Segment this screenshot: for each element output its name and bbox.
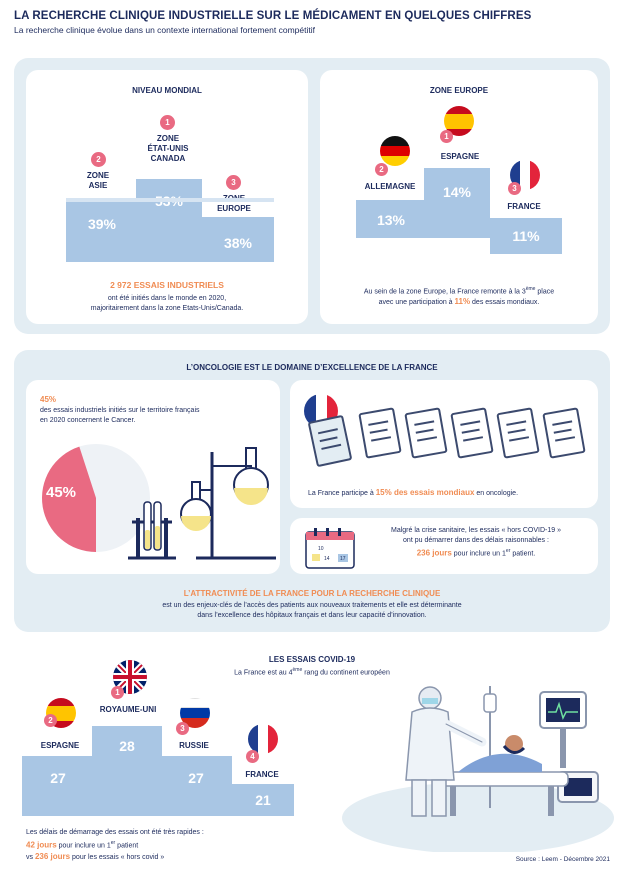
zone-label-europe: ZONE EUROPE [217,194,251,213]
zone-label-france: FRANCE [507,202,541,211]
france-flag-icon [248,724,278,754]
covid-subtitle: La France est au 4ème rang du continent … [234,667,390,677]
pie-value-label: 45% [46,484,77,501]
attractiveness-caption: est un des enjeux-clés de l’accès des pa… [162,602,462,619]
calendar-day: 10 [318,546,324,552]
pie-slice-cancer [41,446,96,552]
document-icon [358,407,402,459]
rank-badge-2: 2 [91,152,106,167]
zone-label-spain: ESPAGNE [440,152,480,161]
zone-label-usa: ZONE ÉTAT-UNIS CANADA [147,134,189,163]
podium-germany: 13% [356,200,426,238]
podium-russia: 27 [160,756,232,816]
europe-card: ZONE EUROPE 1 ESPAGNE 2 ALLEMAGNE 3 FRAN… [320,70,598,324]
podium-spain: 14% [424,168,490,238]
covid-title: LES ESSAIS COVID-19 [268,655,356,664]
covid-delay-text: Malgré la crise sanitaire, les essais « … [390,527,561,558]
zone-label-asia: ZONE ASIE [86,171,110,190]
page-title: LA RECHERCHE CLINIQUE INDUSTRIELLE SUR L… [14,10,532,22]
document-icon [496,407,540,459]
europe-title: ZONE EUROPE [429,86,489,95]
calendar-day: 14 [324,556,330,562]
podium-france: 21 [232,784,294,816]
rank-badge-4: 4 [246,750,259,763]
world-caption: ont été initiés dans le monde en 2020, m… [90,295,244,312]
covid-delay-card: 10 14 17 Malgré la crise sanitaire, les … [290,518,598,574]
europe-caption: Au sein de la zone Europe, la France rem… [363,286,555,307]
participation-text: La France participe à 15% des essais mon… [308,488,519,497]
podium-spain: 27 [22,756,94,816]
oncology-title: L’ONCOLOGIE EST LE DOMAINE D’EXCELLENCE … [186,363,438,372]
document-icon [404,407,448,459]
page-subtitle: La recherche clinique évolue dans un con… [14,25,315,35]
zone-label-germany: ALLEMAGNE [364,182,416,191]
rank-badge-3: 3 [508,182,521,195]
rank-badge-2: 2 [44,714,57,727]
covid-delays-text: Les délais de démarrage des essais ont é… [26,829,204,862]
oncology-pct-label: 45% [40,395,57,404]
document-icon [542,407,586,459]
france-flag-icon [304,394,338,428]
rank-badge-3: 3 [226,175,241,190]
country-label-uk: ROYAUME-UNI [99,705,157,714]
country-label-russia: RUSSIE [179,741,209,750]
oncology-left-card: 45% des essais industriels initiés sur l… [26,380,280,574]
podium-france: 11% [490,218,562,254]
calendar-icon: 10 14 17 [305,528,355,569]
france-flag-icon [510,160,540,190]
rank-badge-1: 1 [440,130,453,143]
world-highlight: 2 972 ESSAIS INDUSTRIELS [110,280,224,290]
oncology-desc: des essais industriels initiés sur le te… [40,407,200,424]
world-card: NIVEAU MONDIAL 1 ZONE ÉTAT-UNIS CANADA 2… [26,70,308,324]
rank-badge-1: 1 [160,115,175,130]
document-icon [450,407,494,459]
rank-badge-2: 2 [375,163,388,176]
rank-badge-1: 1 [111,686,124,699]
country-label-spain: ESPAGNE [40,741,80,750]
podium-usa: 53% [136,179,202,262]
source-note: Source : Leem - Décembre 2021 [515,856,610,863]
country-label-france: FRANCE [245,770,279,779]
oncology-pie-chart [41,444,150,552]
oncology-docs-card: La France participe à 15% des essais mon… [290,380,598,508]
hospital-illustration [342,686,614,852]
germany-flag-icon [380,136,410,166]
attractiveness-title: L’ATTRACTIVITÉ DE LA FRANCE POUR LA RECH… [183,589,441,598]
podium-uk: 28 [92,726,162,816]
rank-badge-3: 3 [176,722,189,735]
podium-europe: 38% [202,217,274,262]
spain-flag-icon [444,106,474,136]
document-icon [307,414,353,468]
podium-asia: 39% [66,198,138,262]
world-title: NIVEAU MONDIAL [132,86,202,95]
lab-flasks-illustration [128,447,276,560]
calendar-day: 17 [340,556,346,562]
podium-base [66,198,274,202]
